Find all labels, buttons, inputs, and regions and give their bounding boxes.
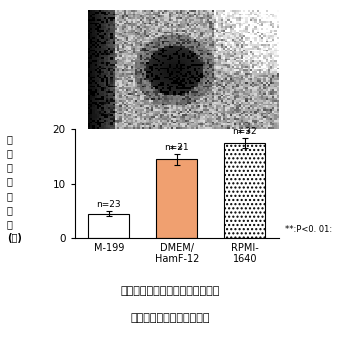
Text: **:P<0. 01:: **:P<0. 01: [285,225,332,234]
Text: 面: 面 [7,205,13,215]
Text: * *: * * [238,129,251,139]
Bar [156,159,197,238]
Text: (㎡): (㎡) [7,233,22,243]
Text: n=32: n=32 [233,127,257,136]
Text: 膜: 膜 [7,191,13,201]
Text: 張: 張 [7,149,13,158]
Text: 積: 積 [7,219,13,229]
Text: 養: 養 [7,177,13,187]
Text: 図１．ウシ透明帯脱出胚の接着、: 図１．ウシ透明帯脱出胚の接着、 [120,286,220,296]
Text: 増殖に及ぼす培養液の効果: 増殖に及ぼす培養液の効果 [130,313,210,323]
Text: n=21: n=21 [165,142,189,152]
Text: n=23: n=23 [97,200,121,209]
Bar [88,214,129,238]
Text: * *: * * [170,145,183,155]
Bar [224,143,265,238]
Text: 栄: 栄 [7,163,13,173]
Text: 伸: 伸 [7,134,13,144]
